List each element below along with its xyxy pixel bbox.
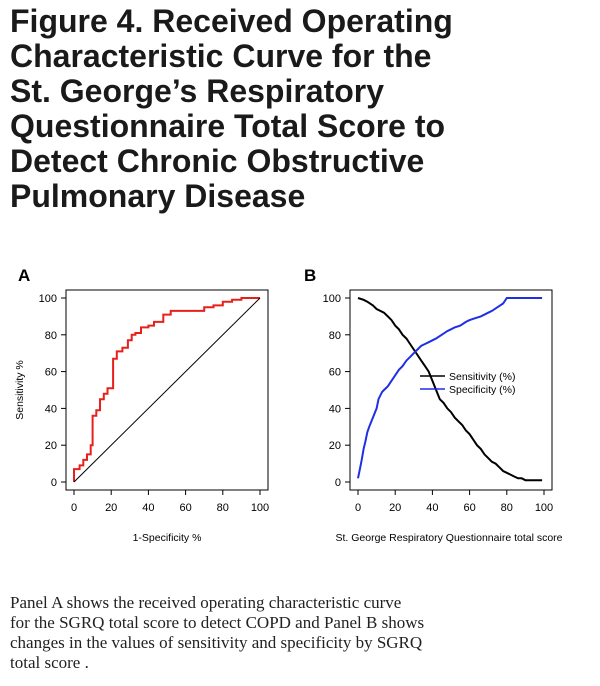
x-tick-label: 80 (217, 502, 229, 514)
caption-line: Panel A shows the received operating cha… (10, 593, 402, 612)
legend-label: Specificity (%) (449, 384, 516, 396)
caption-line: total score . (10, 653, 89, 672)
x-tick-label: 80 (501, 502, 513, 514)
y-tick-label: 80 (45, 330, 57, 342)
x-tick-label: 40 (142, 502, 154, 514)
plot-frame (349, 289, 553, 491)
series-line (357, 297, 543, 482)
x-axis-label: St. George Respiratory Questionnaire tot… (335, 532, 562, 544)
series-line (357, 297, 543, 479)
x-tick-label: 0 (71, 502, 77, 514)
y-tick-label: 0 (335, 477, 341, 489)
y-tick-label: 40 (45, 403, 57, 415)
caption-line: changes in the values of sensitivity and… (10, 633, 423, 652)
x-tick-label: 20 (389, 502, 401, 514)
y-tick-label: 100 (323, 293, 341, 305)
title-line: Figure 4. Received Operating (10, 3, 453, 39)
title-line: Detect Chronic Obstructive (10, 143, 425, 179)
y-tick-label: 60 (45, 367, 57, 379)
title-line: Pulmonary Disease (10, 178, 306, 214)
x-tick-label: 20 (105, 502, 117, 514)
legend-label: Sensitivity (%) (449, 371, 516, 383)
y-tick-label: 100 (39, 293, 57, 305)
y-tick-label: 60 (329, 367, 341, 379)
x-tick-label: 60 (179, 502, 191, 514)
figure-caption: Panel A shows the received operating cha… (10, 593, 590, 673)
y-tick-label: 80 (329, 330, 341, 342)
y-axis-label: Sensitivity % (14, 360, 26, 420)
x-tick-label: 0 (355, 502, 361, 514)
title-line: Questionnaire Total Score to (10, 108, 446, 144)
figure-title: Figure 4. Received Operating Characteris… (10, 4, 590, 214)
caption-line: for the SGRQ total score to detect COPD … (10, 613, 425, 632)
x-tick-label: 60 (463, 502, 475, 514)
title-line: Characteristic Curve for the (10, 38, 432, 74)
y-tick-label: 20 (45, 440, 57, 452)
plot-frame (65, 289, 269, 491)
x-tick-label: 100 (535, 502, 553, 514)
y-tick-label: 20 (329, 440, 341, 452)
title-line: St. George’s Respiratory (10, 73, 385, 109)
panel-label: B (304, 266, 316, 285)
reference-diagonal-line (73, 297, 261, 483)
y-tick-label: 0 (51, 477, 57, 489)
figure-charts: A 0 20 40 60 80 100 0 20 40 60 80 100 1-Specificity %… (14, 266, 563, 544)
x-axis-label: 1-Specificity % (133, 532, 202, 544)
panel-label: A (18, 266, 30, 285)
series-line (73, 297, 260, 482)
x-tick-label: 40 (426, 502, 438, 514)
x-tick-label: 100 (251, 502, 269, 514)
y-tick-label: 40 (329, 403, 341, 415)
